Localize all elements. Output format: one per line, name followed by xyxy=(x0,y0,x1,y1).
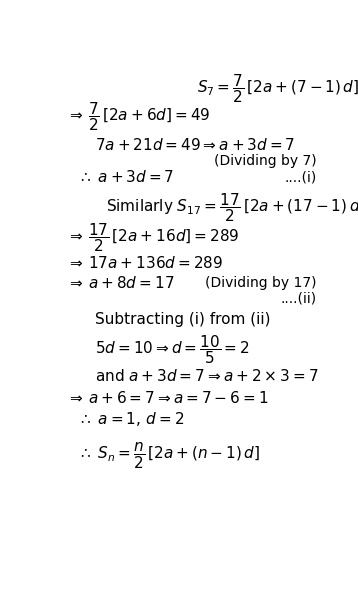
Text: Similarly $S_{17} = \dfrac{17}{2}\,[2a + (17-1)\,d] = 289$: Similarly $S_{17} = \dfrac{17}{2}\,[2a +… xyxy=(106,191,358,223)
Text: Subtracting (i) from (ii): Subtracting (i) from (ii) xyxy=(95,312,270,327)
Text: $\Rightarrow\,\dfrac{17}{2}\,[2a + 16d] = 289$: $\Rightarrow\,\dfrac{17}{2}\,[2a + 16d] … xyxy=(67,221,240,254)
Text: $\therefore\; a = 1,\, d = 2$: $\therefore\; a = 1,\, d = 2$ xyxy=(78,410,184,428)
Text: $\therefore\; a + 3d = 7$: $\therefore\; a + 3d = 7$ xyxy=(78,169,174,185)
Text: $5d = 10 \Rightarrow d = \dfrac{10}{5} = 2$: $5d = 10 \Rightarrow d = \dfrac{10}{5} =… xyxy=(95,333,250,365)
Text: and $a + 3d = 7 \Rightarrow a + 2 \times 3 = 7$: and $a + 3d = 7 \Rightarrow a + 2 \times… xyxy=(95,368,318,384)
Text: ....(ii): ....(ii) xyxy=(281,292,317,306)
Text: (Dividing by 17): (Dividing by 17) xyxy=(205,275,317,290)
Text: $\therefore\; S_n = \dfrac{n}{2}\,[2a + (n-1)\,d]$: $\therefore\; S_n = \dfrac{n}{2}\,[2a + … xyxy=(78,442,260,471)
Text: (Dividing by 7): (Dividing by 7) xyxy=(214,154,317,168)
Text: $\Rightarrow\,17a + 136d = 289$: $\Rightarrow\,17a + 136d = 289$ xyxy=(67,255,223,271)
Text: $S_7 = \dfrac{7}{2}\,[2a + (7-1)\,d] = 49$: $S_7 = \dfrac{7}{2}\,[2a + (7-1)\,d] = 4… xyxy=(197,72,358,105)
Text: ....(i): ....(i) xyxy=(284,170,317,184)
Text: $\Rightarrow\,a + 8d = 17$: $\Rightarrow\,a + 8d = 17$ xyxy=(67,275,174,291)
Text: $7a + 21d = 49 \Rightarrow a + 3d = 7$: $7a + 21d = 49 \Rightarrow a + 3d = 7$ xyxy=(95,137,295,153)
Text: $\Rightarrow\,\dfrac{7}{2}\,[2a + 6d] = 49$: $\Rightarrow\,\dfrac{7}{2}\,[2a + 6d] = … xyxy=(67,100,211,133)
Text: $\Rightarrow\, a + 6 = 7 \Rightarrow a = 7 - 6 = 1$: $\Rightarrow\, a + 6 = 7 \Rightarrow a =… xyxy=(67,390,268,406)
